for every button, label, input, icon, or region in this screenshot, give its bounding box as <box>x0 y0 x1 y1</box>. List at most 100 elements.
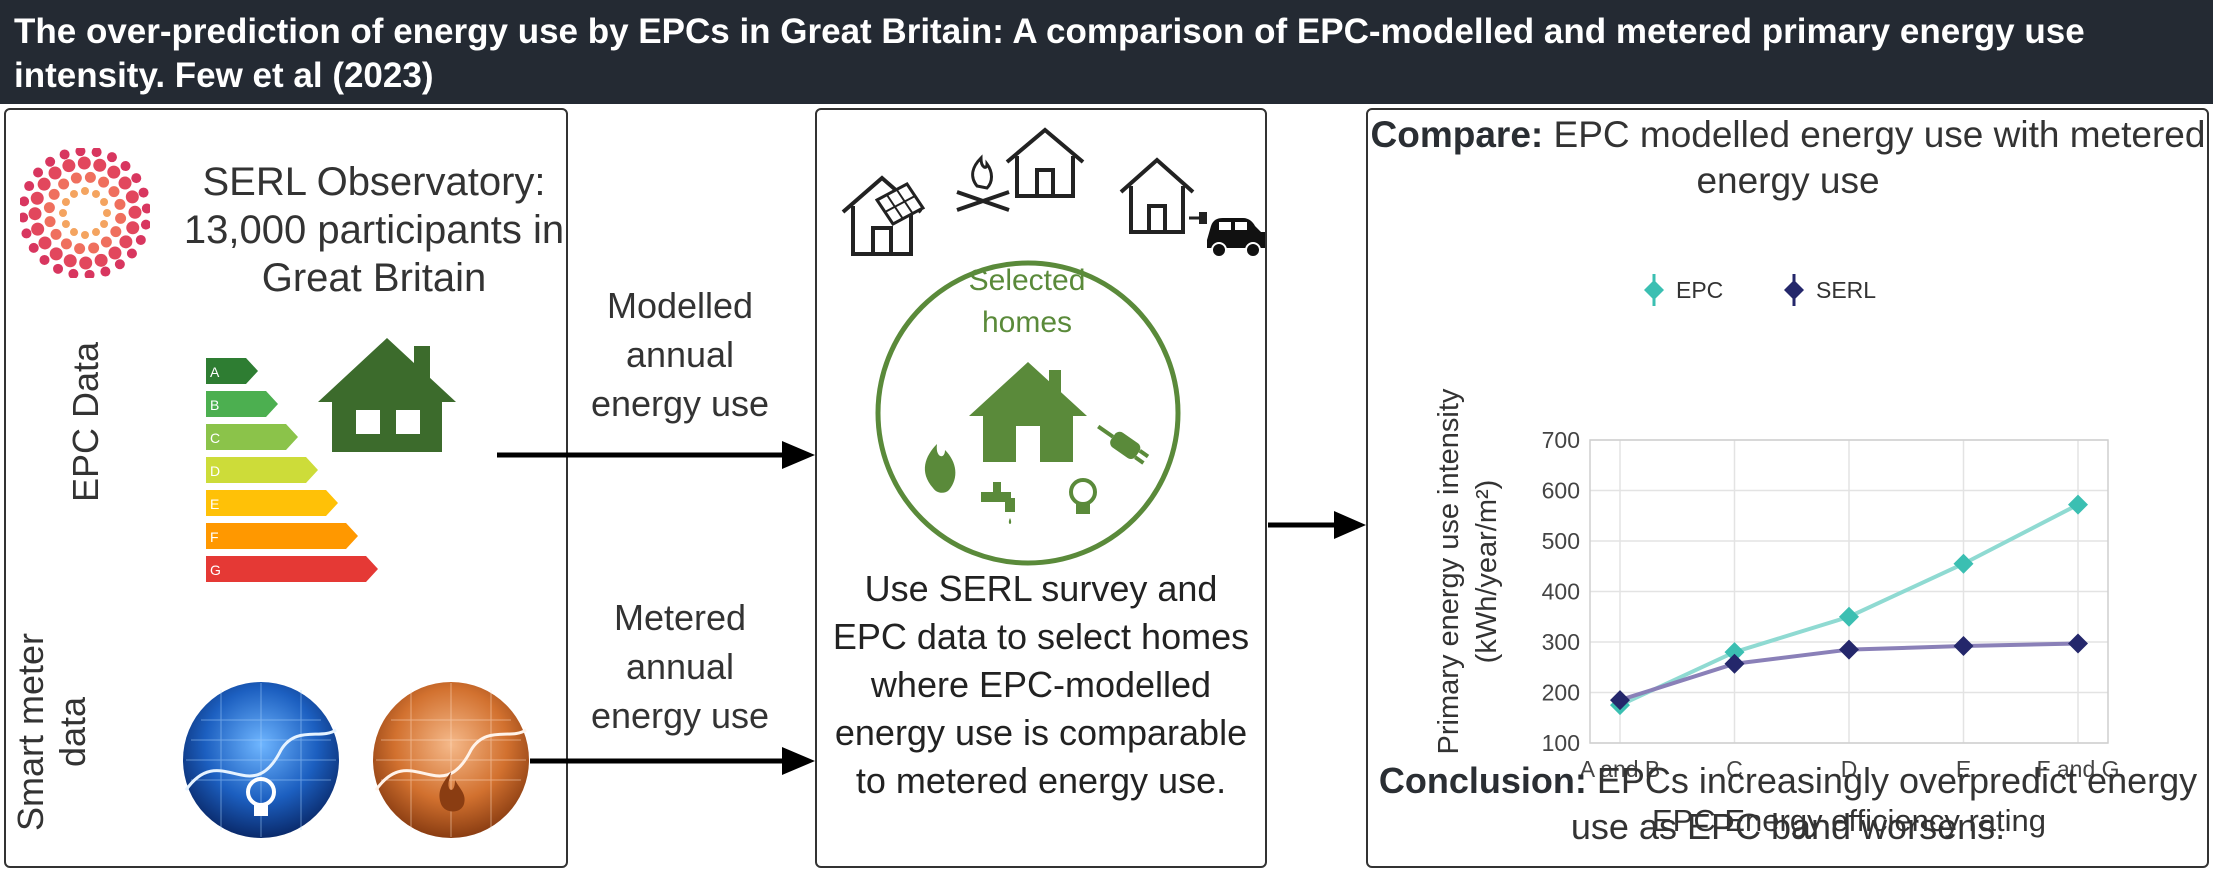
modelled-arrow <box>497 441 815 469</box>
serl-logo-dot <box>141 203 150 214</box>
serl-logo-dot <box>70 172 82 184</box>
data-point-epc <box>2068 494 2088 515</box>
serl-logo-dot <box>126 248 137 259</box>
selection-panel: Selected homes Use SERL survey and EPC d… <box>815 108 1267 868</box>
serl-logo-dot <box>43 202 55 214</box>
x-tick-label: C <box>1726 756 1743 782</box>
selected-homes-label: Selected homes <box>968 264 1086 339</box>
serl-logo-dot <box>70 228 78 237</box>
serl-logo-dot <box>135 234 146 245</box>
data-sources-panel: SERL Observatory: 13,000 participants in… <box>4 108 568 868</box>
serl-logo-dot <box>138 187 149 198</box>
data-point-serl <box>1610 690 1630 711</box>
data-point-serl <box>1839 639 1859 660</box>
data-point-epc <box>1839 606 1859 627</box>
epc-band-f: F <box>206 523 358 549</box>
conclusion-text: Conclusion: EPCs increasingly overpredic… <box>1368 758 2208 850</box>
serl-logo-dot <box>92 189 100 198</box>
x-tick-label: F and G <box>2036 756 2119 782</box>
serl-logo-dot <box>53 263 64 274</box>
serl-logo-dot <box>79 256 93 270</box>
serl-logo-dot <box>93 158 107 172</box>
solar-house-icon <box>841 175 926 256</box>
serl-logo-dot <box>48 188 60 200</box>
epc-band-c: C <box>206 424 298 450</box>
serl-logo-dot <box>62 159 76 173</box>
serl-logo-dot <box>61 220 70 228</box>
y-tick-label: 500 <box>1542 528 1580 554</box>
serl-logo-dot <box>59 209 67 217</box>
y-axis-title-line2: (kWh/year/m²) <box>1471 480 1503 664</box>
serl-logo-dot <box>39 254 50 265</box>
serl-logo-dot <box>84 171 96 183</box>
serl-logo-dot <box>118 176 132 190</box>
serl-logo-dot <box>108 246 122 260</box>
serl-logo-dot <box>98 176 110 188</box>
epc-band-a: A <box>206 358 258 384</box>
serl-logo-dot <box>58 178 70 190</box>
data-point-serl <box>1953 636 1974 657</box>
comparison-panel: Compare: EPC modelled energy use with me… <box>1366 108 2209 868</box>
y-tick-label: 400 <box>1542 579 1580 605</box>
serl-logo-dot <box>125 190 139 204</box>
plot-frame <box>1589 439 2109 744</box>
serl-logo-dot <box>61 198 70 206</box>
serl-logo-dot <box>81 231 89 239</box>
y-tick-label: 600 <box>1542 478 1580 504</box>
epc-rating-bands: A B C D E F G <box>206 358 378 582</box>
serl-logo-dot <box>100 266 111 277</box>
epc-band-letter: C <box>210 430 220 446</box>
serl-logo-dot <box>28 207 42 221</box>
serl-logo-dot <box>37 177 51 191</box>
serl-logo-dot <box>131 173 142 184</box>
serl-logo-dot <box>75 148 86 157</box>
serl-logo-dot <box>31 222 45 236</box>
epc-band-letter: A <box>210 364 220 380</box>
serl-logo-dot <box>33 167 44 178</box>
serl-logo-dot <box>60 238 72 250</box>
serl-logo-dot <box>24 181 35 192</box>
metered-energy-label: Metered annual energy use <box>590 597 770 736</box>
house-icon <box>318 338 456 452</box>
serl-logo-dot <box>88 242 100 254</box>
data-point-epc <box>1953 553 1974 574</box>
x-axis-title: EPC Energy efficiency rating <box>1652 803 2046 838</box>
data-point-serl <box>1724 653 1745 674</box>
serl-logo-dot <box>108 186 120 198</box>
selected-homes-circle <box>875 260 1181 566</box>
epc-band-letter: D <box>210 463 220 479</box>
data-point-epc <box>1724 642 1745 663</box>
serl-logo-dot <box>77 156 91 170</box>
serl-logo <box>20 148 150 278</box>
serl-logo-dot <box>100 236 112 248</box>
serl-logo-dot <box>49 247 63 261</box>
serl-logo-dot <box>100 198 109 206</box>
epc-band-letter: B <box>210 397 219 413</box>
serl-logo-dot <box>28 242 39 253</box>
selection-description: Use SERL survey and EPC data to select h… <box>832 568 1250 801</box>
serl-logo-dot <box>21 228 32 239</box>
serl-logo-dot <box>126 221 140 235</box>
metered-arrow <box>530 747 815 775</box>
epc-band-letter: F <box>210 529 219 545</box>
compare-bold: Compare: <box>1370 114 1544 155</box>
y-tick-label: 700 <box>1542 427 1580 453</box>
serl-logo-dot <box>59 149 70 160</box>
serl-logo-dot <box>100 220 109 228</box>
serl-logo-dot <box>81 187 89 195</box>
epc-band-e: E <box>206 490 338 516</box>
y-tick-label: 200 <box>1542 680 1580 706</box>
serl-logo-dot <box>94 253 108 267</box>
serl-logo-dot <box>106 152 117 163</box>
compare-text: EPC modelled energy use with metered ene… <box>1543 114 2206 201</box>
serl-logo-dot <box>74 243 86 255</box>
serl-logo-dot <box>119 235 133 249</box>
y-tick-label: 300 <box>1542 629 1580 655</box>
serl-logo-dot <box>45 156 56 167</box>
serl-logo-dot <box>48 166 62 180</box>
energy-intensity-chart: 100 200 300 400 500 600 700 A and B C D E F and G EP… <box>1433 274 2120 838</box>
serl-logo-dot <box>103 209 111 217</box>
serl-logo-dot <box>44 216 56 228</box>
serl-logo-dot <box>63 254 77 268</box>
serl-logo-dot <box>120 161 131 172</box>
